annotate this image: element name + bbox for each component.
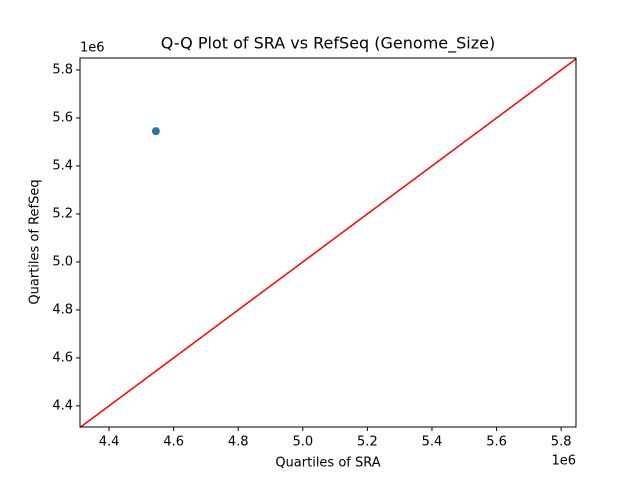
x-tick-label: 5.6 <box>486 435 507 450</box>
y-axis-label: Quartiles of RefSeq <box>28 179 43 304</box>
plot-frame <box>79 57 577 428</box>
x-tick-label: 4.8 <box>228 435 249 450</box>
y-tick-label: 4.8 <box>52 302 73 317</box>
x-tick-label: 5.2 <box>357 435 378 450</box>
y-tick-label: 5.8 <box>52 62 73 77</box>
x-tick-label: 4.6 <box>163 435 184 450</box>
y-tick-label: 4.6 <box>52 350 73 365</box>
x-tick-label: 4.4 <box>99 435 120 450</box>
x-axis-label: Quartiles of SRA <box>275 456 380 471</box>
y-tick-label: 5.4 <box>52 158 73 173</box>
y-tick-label: 5.2 <box>52 206 73 221</box>
x-tick-label: 5.0 <box>292 435 313 450</box>
y-tick-label: 4.4 <box>52 398 73 413</box>
reference-line <box>80 58 576 427</box>
x-tick-label: 5.8 <box>551 435 572 450</box>
x-offset-label: 1e6 <box>551 454 576 469</box>
y-offset-label: 1e6 <box>80 41 105 56</box>
chart-title: Q-Q Plot of SRA vs RefSeq (Genome_Size) <box>161 34 495 54</box>
x-tick-label: 5.4 <box>422 435 443 450</box>
y-tick-label: 5.0 <box>52 254 73 269</box>
point <box>151 127 160 136</box>
y-tick-label: 5.6 <box>52 110 73 125</box>
